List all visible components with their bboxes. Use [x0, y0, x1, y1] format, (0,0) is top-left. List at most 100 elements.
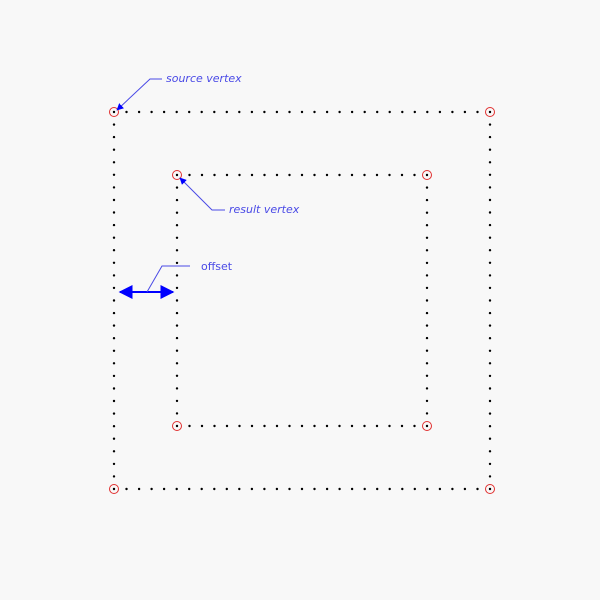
- source-edge-dot: [488, 374, 492, 378]
- source-edge-dot: [488, 324, 492, 327]
- result-edge-dot: [175, 274, 179, 277]
- source-edge-dot: [388, 110, 391, 114]
- source-edge-dot: [363, 487, 366, 491]
- source-vertex-annotation: source vertex: [116, 72, 242, 111]
- result-vertex-point: [425, 424, 429, 428]
- result-edge-dot: [200, 424, 204, 428]
- result-edge-dot: [175, 236, 179, 239]
- result-edge-dot: [238, 424, 241, 428]
- source-edge-dot: [488, 349, 492, 352]
- source-vertex-leader: [116, 78, 162, 111]
- result-edge-dot: [425, 236, 429, 239]
- source-edge-dot: [112, 450, 116, 453]
- source-edge-dot: [112, 286, 116, 290]
- source-edge-dot: [112, 337, 116, 340]
- result-edge-dot: [175, 261, 179, 265]
- source-edge-dot: [476, 110, 479, 114]
- source-edge-dot: [150, 110, 153, 114]
- source-edge-dot: [125, 110, 128, 114]
- source-edge-dot: [112, 374, 116, 378]
- result-edge-dot: [425, 362, 429, 365]
- result-edge-dot: [250, 173, 254, 177]
- result-edge-dot: [425, 299, 429, 302]
- result-edge-dot: [388, 173, 391, 177]
- source-edge-dot: [112, 387, 116, 390]
- source-vertex-point: [112, 110, 116, 114]
- source-edge-dot: [150, 487, 153, 491]
- result-edge-dot: [363, 424, 366, 428]
- source-edge-dot: [112, 261, 116, 264]
- source-edge-dot: [488, 337, 492, 340]
- source-edge-dot: [225, 110, 228, 114]
- result-edge-dot: [188, 424, 191, 428]
- source-edge-dot: [488, 123, 492, 126]
- source-edge-dot: [238, 110, 241, 114]
- source-edge-dot: [488, 211, 492, 214]
- source-edge-dot: [112, 437, 116, 440]
- source-edge-dot: [275, 110, 279, 114]
- source-edge-dot: [175, 487, 178, 491]
- source-edge-dot: [413, 487, 416, 491]
- source-edge-dot: [488, 198, 492, 202]
- source-edge-dot: [438, 487, 442, 491]
- source-edge-dot: [250, 487, 254, 491]
- source-edge-dot: [112, 198, 116, 202]
- result-edge-dot: [338, 173, 341, 177]
- result-edge-dot: [175, 299, 179, 302]
- result-edge-dot: [175, 374, 179, 377]
- result-edge-dot: [175, 336, 179, 340]
- source-edge-dot: [401, 110, 404, 114]
- source-edge-dot: [488, 186, 492, 189]
- result-polygon-vertices: [172, 170, 432, 431]
- result-edge-dot: [175, 349, 179, 352]
- result-edge-dot: [250, 424, 254, 428]
- result-edge-dot: [363, 173, 366, 177]
- source-edge-dot: [363, 110, 366, 114]
- result-edge-dot: [425, 311, 429, 315]
- result-edge-dot: [175, 211, 179, 214]
- source-edge-dot: [162, 110, 166, 114]
- source-edge-dot: [488, 274, 492, 277]
- result-edge-dot: [425, 286, 429, 290]
- source-edge-dot: [213, 110, 216, 114]
- source-vertex-marker: [485, 107, 495, 117]
- source-edge-dot: [300, 487, 304, 491]
- source-edge-dot: [225, 487, 228, 491]
- source-edge-dot: [488, 261, 492, 264]
- source-edge-dot: [488, 249, 492, 252]
- source-edge-dot: [451, 110, 454, 114]
- result-edge-dot: [275, 173, 279, 177]
- source-edge-dot: [376, 487, 379, 491]
- result-edge-dot: [200, 173, 204, 177]
- result-edge-dot: [213, 424, 216, 428]
- source-edge-dot: [426, 487, 429, 491]
- source-vertex-point: [488, 110, 492, 114]
- source-edge-dot: [488, 161, 492, 164]
- source-edge-dot: [388, 487, 391, 491]
- offset-label: offset: [201, 260, 233, 273]
- source-edge-dot: [275, 487, 279, 491]
- source-edge-dot: [112, 399, 116, 403]
- source-edge-dot: [488, 362, 492, 365]
- source-edge-dot: [325, 110, 329, 114]
- result-edge-dot: [313, 173, 316, 177]
- source-edge-dot: [125, 487, 128, 491]
- result-edge-dot: [400, 424, 404, 428]
- source-edge-dot: [112, 475, 116, 478]
- source-edge-dot: [488, 173, 492, 176]
- source-edge-dot: [200, 110, 203, 114]
- source-edge-dot: [112, 324, 116, 327]
- result-edge-dot: [425, 399, 429, 403]
- source-edge-dot: [488, 236, 492, 239]
- result-edge-dot: [388, 424, 391, 428]
- source-edge-dot: [112, 236, 116, 239]
- result-edge-dot: [175, 324, 179, 327]
- source-edge-dot: [112, 425, 116, 428]
- result-edge-dot: [175, 224, 179, 227]
- source-edge-dot: [112, 148, 116, 151]
- source-edge-dot: [112, 186, 116, 189]
- source-vertex-marker: [109, 107, 119, 117]
- source-edge-dot: [488, 286, 492, 290]
- source-edge-dot: [112, 161, 116, 164]
